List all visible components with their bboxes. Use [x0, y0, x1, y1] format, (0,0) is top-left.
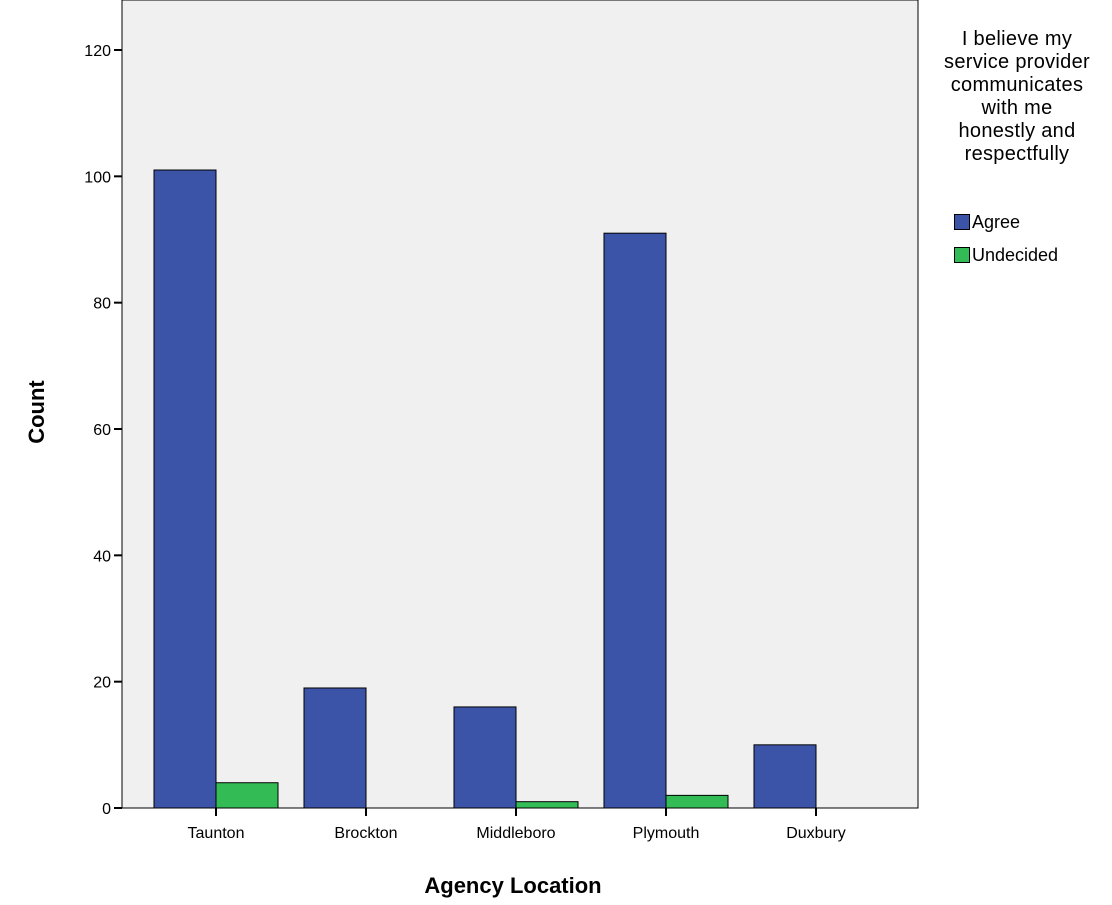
legend-title-line: honestly and — [958, 120, 1076, 142]
y-tick-label: 120 — [84, 43, 111, 60]
legend-title-line: with me — [981, 97, 1053, 119]
x-tick-label-duxbury: Duxbury — [786, 825, 846, 842]
y-tick-label: 80 — [93, 296, 111, 313]
y-axis-title: Count — [24, 380, 49, 444]
bar-agree-brockton — [303, 687, 367, 809]
y-axis: 0 20 40 60 80 100 120 — [84, 43, 122, 818]
bar-undecided-plymouth — [665, 794, 729, 809]
legend-label-undecided: Undecided — [972, 244, 1059, 265]
plot-area — [121, 0, 919, 809]
y-tick-label: 100 — [84, 169, 111, 186]
legend-title-line: I believe my — [961, 28, 1073, 50]
legend-title: I believe my service provider communicates… — [924, 28, 1110, 166]
bar-agree-middleboro — [453, 706, 517, 809]
legend-title-line: respectfully — [964, 143, 1070, 165]
legend-swatch-agree — [954, 214, 970, 230]
x-tick-label-taunton: Taunton — [188, 825, 245, 842]
bar-agree-taunton — [153, 169, 217, 809]
bar-agree-plymouth — [603, 232, 667, 809]
legend-label-agree: Agree — [972, 211, 1021, 232]
bar-undecided-taunton — [215, 782, 279, 809]
bar-undecided-middleboro — [515, 801, 579, 809]
bar-agree-duxbury — [753, 744, 817, 809]
x-tick-label-plymouth: Plymouth — [633, 825, 700, 842]
bars-group — [153, 169, 817, 809]
legend-title-line: service provider — [944, 51, 1090, 73]
x-tick-label-brockton: Brockton — [334, 825, 397, 842]
y-tick-label: 40 — [93, 548, 111, 565]
y-tick-label: 60 — [93, 422, 111, 439]
x-axis-title: Agency Location — [424, 873, 601, 898]
legend-swatch-undecided — [954, 247, 970, 263]
legend-title-line: communicates — [950, 74, 1084, 96]
y-tick-label: 0 — [102, 801, 111, 818]
x-tick-label-middleboro: Middleboro — [476, 825, 555, 842]
legend-item-agree: Agree — [954, 212, 1020, 232]
legend-item-undecided: Undecided — [954, 245, 1058, 265]
y-tick-label: 20 — [93, 675, 111, 692]
x-axis: Taunton Brockton Middleboro Plymouth Duxbury — [188, 808, 846, 842]
